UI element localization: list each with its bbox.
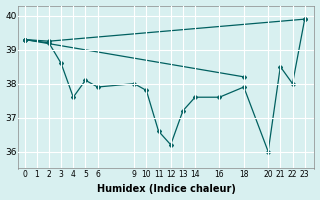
X-axis label: Humidex (Indice chaleur): Humidex (Indice chaleur) [97, 184, 236, 194]
